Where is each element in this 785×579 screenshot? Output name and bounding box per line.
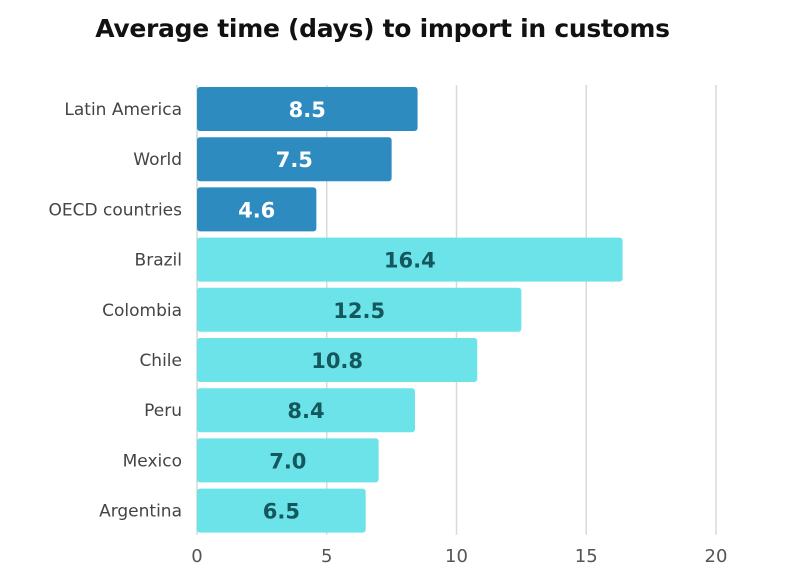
- category-label: Colombia: [102, 301, 182, 321]
- data-label: 7.5: [276, 148, 313, 172]
- chart-title: Average time (days) to import in customs: [95, 14, 670, 43]
- bar[interactable]: [197, 388, 415, 433]
- bar[interactable]: [197, 187, 317, 232]
- x-tick-label: 15: [575, 546, 598, 567]
- bar[interactable]: [197, 338, 478, 382]
- category-label: Peru: [144, 401, 182, 421]
- category-label: OECD countries: [49, 200, 183, 220]
- x-axis-ticks: 0 5 10 15 20: [191, 546, 727, 567]
- x-tick-label: 5: [321, 546, 332, 567]
- data-label: 16.4: [384, 249, 436, 273]
- x-tick-label: 10: [445, 546, 468, 567]
- category-label: Chile: [139, 351, 182, 371]
- category-label: Brazil: [135, 251, 182, 271]
- bar[interactable]: [197, 137, 392, 182]
- data-label: 7.0: [269, 449, 306, 473]
- category-label: Latin America: [64, 100, 182, 120]
- x-tick-label: 0: [191, 546, 202, 567]
- data-label: 8.5: [289, 98, 326, 122]
- category-labels: Latin America World OECD countries Brazil Co…: [49, 100, 183, 522]
- data-label: 6.5: [263, 500, 300, 524]
- category-label: Argentina: [99, 502, 182, 522]
- bar[interactable]: [197, 237, 623, 282]
- data-label: 8.4: [287, 399, 324, 423]
- category-label: World: [133, 150, 182, 170]
- bar[interactable]: [197, 287, 522, 332]
- data-label: 10.8: [311, 349, 363, 373]
- category-label: Mexico: [123, 451, 182, 471]
- bars: 8.5 7.5 4.6 16.4 12.5 10.8 8.4 7.0 6.5: [197, 87, 623, 533]
- bar[interactable]: [197, 87, 418, 131]
- data-label: 12.5: [333, 299, 385, 323]
- bar[interactable]: [197, 438, 379, 483]
- data-label: 4.6: [238, 198, 275, 222]
- bar[interactable]: [197, 488, 366, 533]
- x-tick-label: 20: [705, 546, 728, 567]
